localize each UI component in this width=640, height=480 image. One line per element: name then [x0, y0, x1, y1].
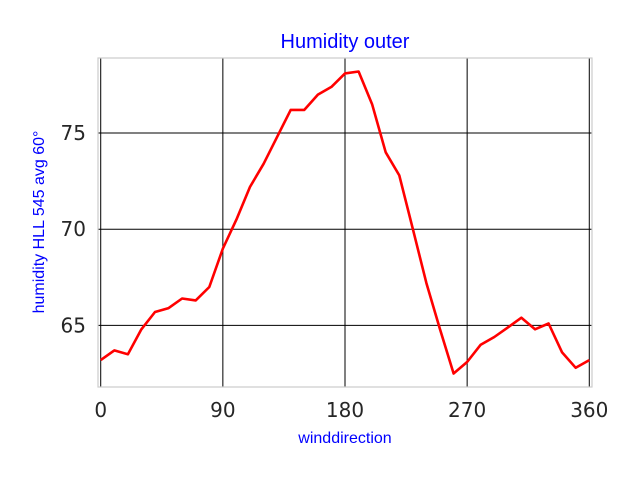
- y-tick-label: 65: [61, 313, 86, 337]
- y-tick-label: 75: [61, 121, 86, 145]
- x-tick-label: 90: [210, 398, 235, 422]
- x-tick-label: 180: [326, 398, 364, 422]
- x-axis-label: winddirection: [297, 430, 391, 447]
- grid: [98, 58, 592, 387]
- series-layer: [99, 70, 590, 375]
- chart-title: Humidity outer: [281, 31, 410, 53]
- plot-frame: [97, 57, 593, 388]
- y-tick-label: 70: [61, 217, 86, 241]
- x-tick-label: 360: [570, 398, 608, 422]
- x-tick-label: 0: [94, 398, 107, 422]
- humidity-series-line: [99, 70, 590, 375]
- y-axis-label: humidity HLL 545 avg 60°: [31, 131, 48, 314]
- x-tick-label: 270: [448, 398, 486, 422]
- tick-labels: 0 90 180 270 360 65 70 75: [61, 121, 609, 422]
